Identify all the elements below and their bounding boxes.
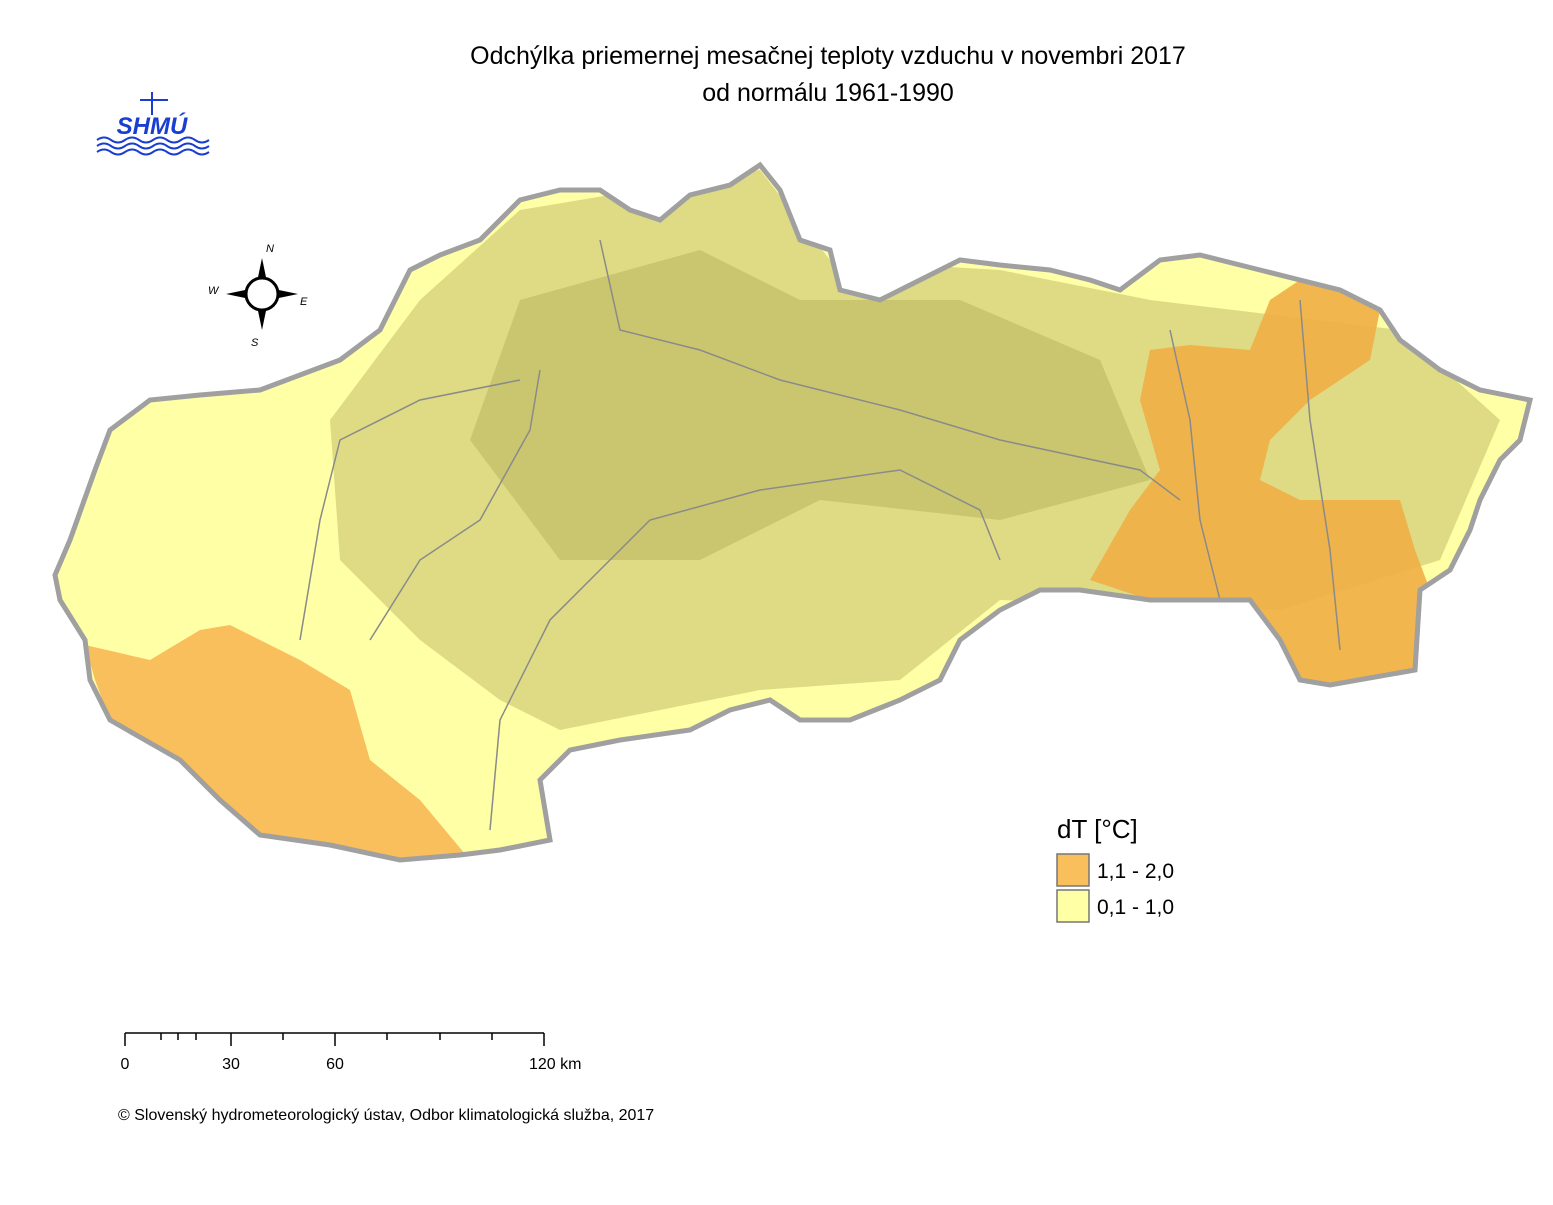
scale-label: 60: [326, 1056, 344, 1073]
legend-label: 1,1 - 2,0: [1097, 860, 1174, 883]
compass-label: N: [266, 243, 274, 255]
title-line: Odchýlka priemernej mesačnej teploty vzd…: [470, 42, 1186, 70]
compass: N E S W: [208, 243, 308, 349]
logo-text: SHMÚ: [117, 112, 188, 140]
legend: 1,1 - 2,0 0,1 - 1,0: [1056, 853, 1174, 923]
scale-label: 30: [222, 1056, 240, 1073]
logo: SHMÚ: [96, 92, 210, 156]
legend-swatch: [1056, 889, 1090, 923]
country-map: [0, 150, 1553, 900]
compass-label: E: [300, 296, 308, 308]
scale-label: 120 km: [529, 1056, 581, 1073]
title-line: od normálu 1961-1990: [702, 79, 954, 107]
compass-label: W: [208, 285, 220, 297]
compass-label: S: [251, 337, 259, 349]
legend-swatch: [1056, 853, 1090, 887]
legend-label: 0,1 - 1,0: [1097, 896, 1174, 919]
legend-title: dT [°C]: [1057, 814, 1138, 844]
copyright: © Slovenský hydrometeorologický ústav, O…: [118, 1107, 654, 1124]
scale-label: 0: [121, 1056, 130, 1073]
scale-bar: 0 30 60 120 km: [121, 1032, 581, 1073]
